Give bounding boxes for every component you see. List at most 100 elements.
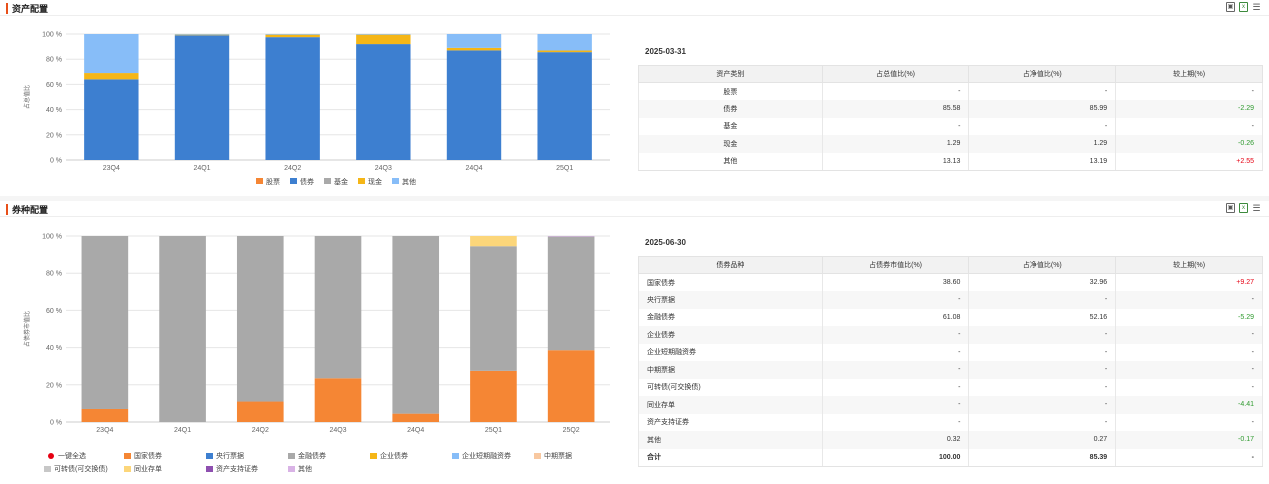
cell-value: - <box>821 396 970 414</box>
export-image-icon[interactable]: ▣ <box>1226 203 1235 213</box>
legend-swatch <box>44 466 51 472</box>
legend-item[interactable]: 企业债券 <box>370 451 408 461</box>
legend-item[interactable]: 金融债券 <box>288 451 326 461</box>
bar-segment <box>547 236 595 237</box>
select-all-toggle[interactable]: 一键全选 <box>48 451 86 461</box>
export-excel-icon[interactable]: x <box>1239 2 1248 12</box>
row-label: 其他 <box>638 431 823 449</box>
row-label: 企业债券 <box>638 326 823 344</box>
bar-segment <box>537 52 592 161</box>
legend-label: 企业短期融资券 <box>462 453 511 460</box>
legend-label: 其他 <box>402 177 416 186</box>
cell-value: - <box>1115 448 1263 467</box>
cell-value: - <box>1115 343 1263 361</box>
cell-value: -0.26 <box>1115 135 1263 153</box>
cell-value: - <box>968 343 1117 361</box>
x-tick-label: 25Q2 <box>563 427 580 434</box>
select-all-label: 一键全选 <box>58 453 86 460</box>
bar-segment <box>446 34 502 48</box>
table-row: 可转债(可交换债) - - - <box>638 378 1263 396</box>
report-date: 2025-06-30 <box>645 238 686 247</box>
cell-value: - <box>968 291 1117 309</box>
bond-type-table: 债券品种 占债券市值比(%) 占净值比(%) 较上期(%) 国家债券 38.60 3… <box>638 256 1263 467</box>
legend-item[interactable]: 国家债券 <box>124 451 162 461</box>
cell-value: - <box>821 343 970 361</box>
bar-segment <box>537 50 592 53</box>
legend-swatch <box>290 178 297 184</box>
x-tick-label: 25Q1 <box>485 427 502 434</box>
x-tick-label: 24Q4 <box>407 427 424 434</box>
row-label: 央行票据 <box>638 291 823 309</box>
legend-swatch <box>358 178 365 184</box>
table-row: 债券 85.58 85.99 -2.29 <box>638 100 1263 118</box>
legend-item[interactable]: 其他 <box>288 464 312 474</box>
section-header: 券种配置 ▣ x ☰ <box>0 201 1269 217</box>
bar-segment <box>159 236 206 422</box>
col-header: 较上期(%) <box>1115 65 1263 83</box>
asset-allocation-section: 资产配置 ▣ x ☰ 0 % 20 % 40 % 60 % 80 % 100 % 占总值比 2… <box>0 0 1269 196</box>
cell-value: 85.99 <box>968 100 1117 118</box>
col-header: 债券品种 <box>638 256 823 274</box>
menu-icon[interactable]: ☰ <box>1252 203 1261 213</box>
table-row: 股票 - - - <box>638 82 1263 100</box>
legend-label: 企业债券 <box>380 453 408 460</box>
legend-label: 现金 <box>368 177 382 186</box>
row-label: 现金 <box>638 135 823 153</box>
legend-swatch <box>452 453 459 459</box>
bar-segment <box>84 34 139 74</box>
cell-value: - <box>968 82 1117 100</box>
cell-value: - <box>968 413 1117 431</box>
col-header: 占净值比(%) <box>968 65 1117 83</box>
legend-item[interactable]: 资产支持证券 <box>206 464 258 474</box>
legend-item[interactable]: 同业存单 <box>124 464 162 474</box>
legend-swatch <box>288 453 295 459</box>
cell-value: - <box>1115 378 1263 396</box>
bar-segment <box>446 50 502 160</box>
export-excel-icon[interactable]: x <box>1239 203 1248 213</box>
legend-item[interactable]: 企业短期融资券 <box>452 451 511 461</box>
bar-segment <box>174 34 230 35</box>
cell-value: - <box>1115 82 1263 100</box>
y-tick-label: 0 % <box>50 158 62 165</box>
y-tick-label: 80 % <box>46 271 62 278</box>
bar-segment <box>265 34 320 38</box>
bar-segment <box>356 34 411 35</box>
table-row: 中期票据 - - - <box>638 361 1263 379</box>
row-label: 企业短期融资券 <box>638 343 823 361</box>
row-label: 债券 <box>638 100 823 118</box>
legend-label: 中期票据 <box>544 453 572 460</box>
cell-value: - <box>1115 117 1263 135</box>
cell-value: 85.58 <box>821 100 970 118</box>
legend-item[interactable]: 可转债(可交换债) <box>44 464 108 474</box>
total-row: 合计 100.00 85.39- <box>638 448 1263 467</box>
table-row: 央行票据 - - - <box>638 291 1263 309</box>
table-row: 同业存单 - - -4.41 <box>638 396 1263 414</box>
cell-value: - <box>821 326 970 344</box>
section-accent-bar <box>6 204 8 215</box>
x-tick-label: 24Q2 <box>284 165 301 172</box>
cell-value: - <box>968 326 1117 344</box>
y-tick-label: 20 % <box>46 132 62 139</box>
row-label: 可转债(可交换债) <box>638 378 823 396</box>
cell-value: 0.32 <box>821 431 970 449</box>
export-image-icon[interactable]: ▣ <box>1226 2 1235 12</box>
cell-value: - <box>968 378 1117 396</box>
row-label: 国家债券 <box>638 273 823 291</box>
legend-swatch <box>288 466 295 472</box>
legend-item[interactable]: 央行票据 <box>206 451 244 461</box>
y-tick-label: 100 % <box>42 32 62 39</box>
asset-allocation-table: 资产类别 占总值比(%) 占净值比(%) 较上期(%) 股票 - - - 债券 85.58… <box>638 65 1263 171</box>
menu-icon[interactable]: ☰ <box>1252 2 1261 12</box>
y-tick-label: 20 % <box>46 382 62 389</box>
legend-swatch <box>324 178 331 184</box>
legend-item[interactable]: 中期票据 <box>534 451 572 461</box>
col-header: 占净值比(%) <box>968 256 1117 274</box>
x-tick-label: 23Q4 <box>96 427 113 434</box>
table-row: 企业债券 - - - <box>638 326 1263 344</box>
bar-segment <box>265 34 320 35</box>
legend-swatch <box>206 453 213 459</box>
bond-type-section: 券种配置 ▣ x ☰ 0 % 20 % 40 % 60 % 80 % 100 % 占债券市值… <box>0 201 1269 484</box>
toolbar: ▣ x ☰ <box>1226 2 1261 12</box>
col-header: 占总值比(%) <box>821 65 970 83</box>
cell-value: - <box>1115 326 1263 344</box>
